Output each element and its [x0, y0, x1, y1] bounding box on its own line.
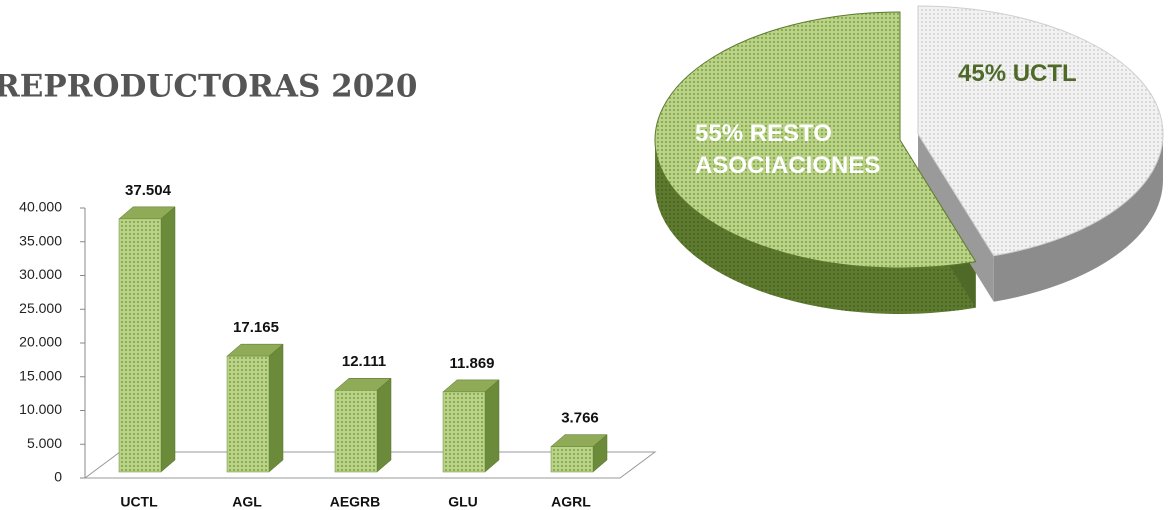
- bar: [442, 391, 486, 473]
- x-tick-label: UCTL: [120, 494, 158, 510]
- pie-value-label: 45%: [958, 60, 1007, 87]
- bar-side: [484, 379, 500, 473]
- pie-category: RESTO ASOCIACIONES: [695, 120, 881, 179]
- value-label: 11.869: [449, 355, 494, 372]
- bar: [334, 390, 378, 473]
- value-label: 12.111: [342, 353, 386, 370]
- pie-value-label: 55%: [695, 120, 744, 147]
- x-tick-label: AGRL: [551, 494, 591, 510]
- pie-side: [654, 140, 976, 314]
- bar: [550, 446, 594, 473]
- x-tick-label: GLU: [448, 494, 478, 510]
- pie-slice: [654, 11, 977, 269]
- y-tick-label: 0: [54, 469, 62, 485]
- y-tick-label: 25.000: [19, 300, 62, 316]
- y-tick-label: 35.000: [19, 232, 62, 248]
- value-label: 3.766: [561, 410, 599, 427]
- y-tick-label: 5.000: [27, 435, 62, 451]
- bar-side: [160, 206, 176, 473]
- bar: [226, 355, 270, 473]
- pie-label: 55% RESTO ASOCIACIONES: [695, 118, 905, 182]
- value-label: 37.504: [125, 182, 172, 199]
- y-tick-label: 20.000: [19, 334, 62, 350]
- y-tick-label: 40.000: [19, 199, 62, 215]
- x-tick-label: AGL: [232, 494, 262, 510]
- bar: [118, 218, 162, 473]
- chart-title: REPRODUCTORAS 2020: [0, 69, 417, 105]
- y-tick-label: 30.000: [19, 266, 62, 282]
- value-label: 17.165: [233, 319, 279, 336]
- pie-category: UCTL: [1012, 60, 1077, 87]
- pie-slice: [917, 5, 1164, 257]
- floor: [83, 451, 657, 479]
- pie-side: [993, 134, 1163, 302]
- pie-label: 45% UCTL: [958, 58, 1077, 90]
- y-tick-label: 10.000: [19, 401, 62, 417]
- y-tick-label: 15.000: [19, 367, 62, 383]
- bar-side: [376, 377, 392, 473]
- bar-side: [268, 343, 284, 473]
- x-tick-label: AEGRB: [330, 494, 381, 510]
